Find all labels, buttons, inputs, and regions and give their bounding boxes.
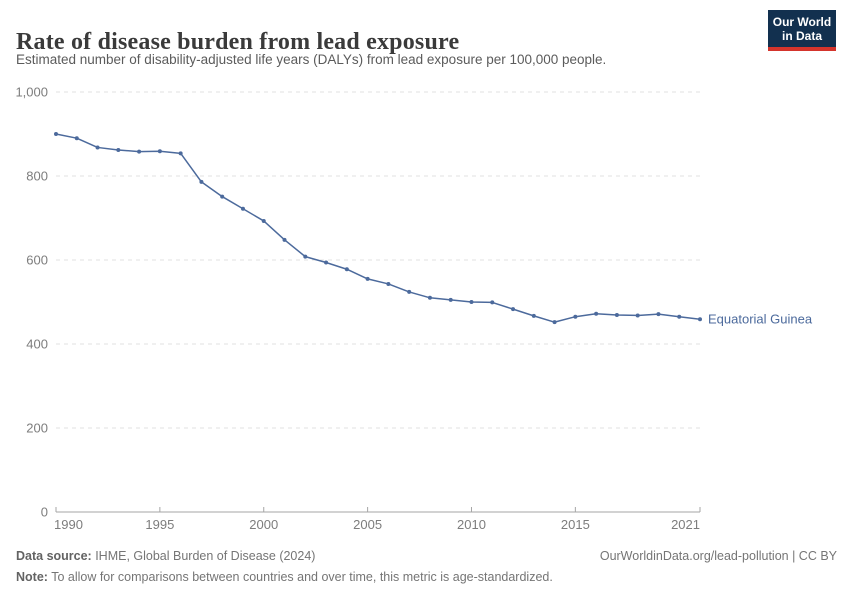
data-point-2011[interactable] bbox=[490, 300, 495, 305]
series-line-equatorial-guinea[interactable] bbox=[55, 133, 701, 323]
data-point-1990[interactable] bbox=[54, 132, 58, 136]
data-point-1995[interactable] bbox=[157, 149, 162, 154]
note-label: Note: bbox=[16, 570, 48, 584]
data-point-1992[interactable] bbox=[95, 145, 100, 150]
data-point-2013[interactable] bbox=[531, 313, 536, 318]
data-point-2015[interactable] bbox=[573, 314, 578, 319]
owid-logo-line2: in Data bbox=[781, 29, 822, 43]
chart-footer: Data source: IHME, Global Burden of Dise… bbox=[16, 546, 837, 588]
y-tick-label-200: 200 bbox=[26, 421, 48, 436]
data-point-2003[interactable] bbox=[324, 260, 329, 265]
x-tick-label-1995: 1995 bbox=[145, 517, 174, 532]
data-point-2020[interactable] bbox=[677, 314, 682, 319]
data-point-1998[interactable] bbox=[220, 194, 225, 199]
data-source-label: Data source: bbox=[16, 549, 92, 563]
owid-logo-accent-bar bbox=[768, 47, 836, 51]
y-tick-label-400: 400 bbox=[26, 337, 48, 352]
x-tick-label-2005: 2005 bbox=[353, 517, 382, 532]
data-point-2017[interactable] bbox=[614, 313, 619, 318]
data-source-text: Data source: IHME, Global Burden of Dise… bbox=[16, 549, 316, 563]
data-point-2012[interactable] bbox=[511, 307, 516, 312]
data-point-2007[interactable] bbox=[407, 289, 412, 294]
y-tick-label-800: 800 bbox=[26, 169, 48, 184]
y-tick-label-0: 0 bbox=[41, 505, 48, 520]
data-point-2021[interactable] bbox=[698, 317, 702, 322]
data-point-1993[interactable] bbox=[116, 147, 121, 152]
x-tick-label-2015: 2015 bbox=[561, 517, 590, 532]
y-tick-label-600: 600 bbox=[26, 253, 48, 268]
x-tick-label-2021: 2021 bbox=[671, 517, 700, 532]
data-point-2002[interactable] bbox=[303, 254, 308, 259]
data-point-1999[interactable] bbox=[240, 206, 245, 211]
data-point-2019[interactable] bbox=[656, 312, 661, 317]
page-title: Rate of disease burden from lead exposur… bbox=[16, 29, 460, 56]
data-point-2008[interactable] bbox=[427, 295, 432, 300]
data-point-2016[interactable] bbox=[594, 311, 599, 316]
data-point-2014[interactable] bbox=[552, 320, 557, 325]
data-point-1994[interactable] bbox=[137, 149, 142, 154]
data-point-1991[interactable] bbox=[74, 136, 79, 141]
chart-subtitle: Estimated number of disability-adjusted … bbox=[16, 52, 607, 67]
data-point-2001[interactable] bbox=[282, 237, 287, 242]
data-point-2000[interactable] bbox=[261, 218, 266, 223]
note-text: Note: To allow for comparisons between c… bbox=[16, 570, 553, 584]
data-point-2009[interactable] bbox=[448, 297, 453, 302]
data-point-2006[interactable] bbox=[386, 281, 391, 286]
x-tick-label-2000: 2000 bbox=[249, 517, 278, 532]
data-point-1997[interactable] bbox=[199, 179, 204, 184]
data-point-2018[interactable] bbox=[635, 313, 640, 318]
owid-logo-line1: Our World bbox=[772, 15, 832, 29]
owid-logo[interactable]: Our World in Data bbox=[768, 10, 836, 51]
data-point-2010[interactable] bbox=[469, 300, 474, 304]
series-label[interactable]: Equatorial Guinea bbox=[708, 312, 813, 327]
x-tick-label-2010: 2010 bbox=[457, 517, 486, 532]
data-point-2005[interactable] bbox=[365, 276, 370, 281]
owid-logo-text: Our World in Data bbox=[768, 10, 836, 47]
y-tick-label-1000: 1,000 bbox=[15, 85, 48, 100]
data-point-1996[interactable] bbox=[178, 151, 183, 156]
license-link[interactable]: OurWorldinData.org/lead-pollution | CC B… bbox=[599, 549, 837, 563]
data-point-2004[interactable] bbox=[344, 267, 349, 272]
x-tick-label-1990: 1990 bbox=[54, 517, 83, 532]
line-chart: 0 200 400 600 800 1,000 1990 1995 2000 2005 2010 20… bbox=[15, 85, 813, 533]
